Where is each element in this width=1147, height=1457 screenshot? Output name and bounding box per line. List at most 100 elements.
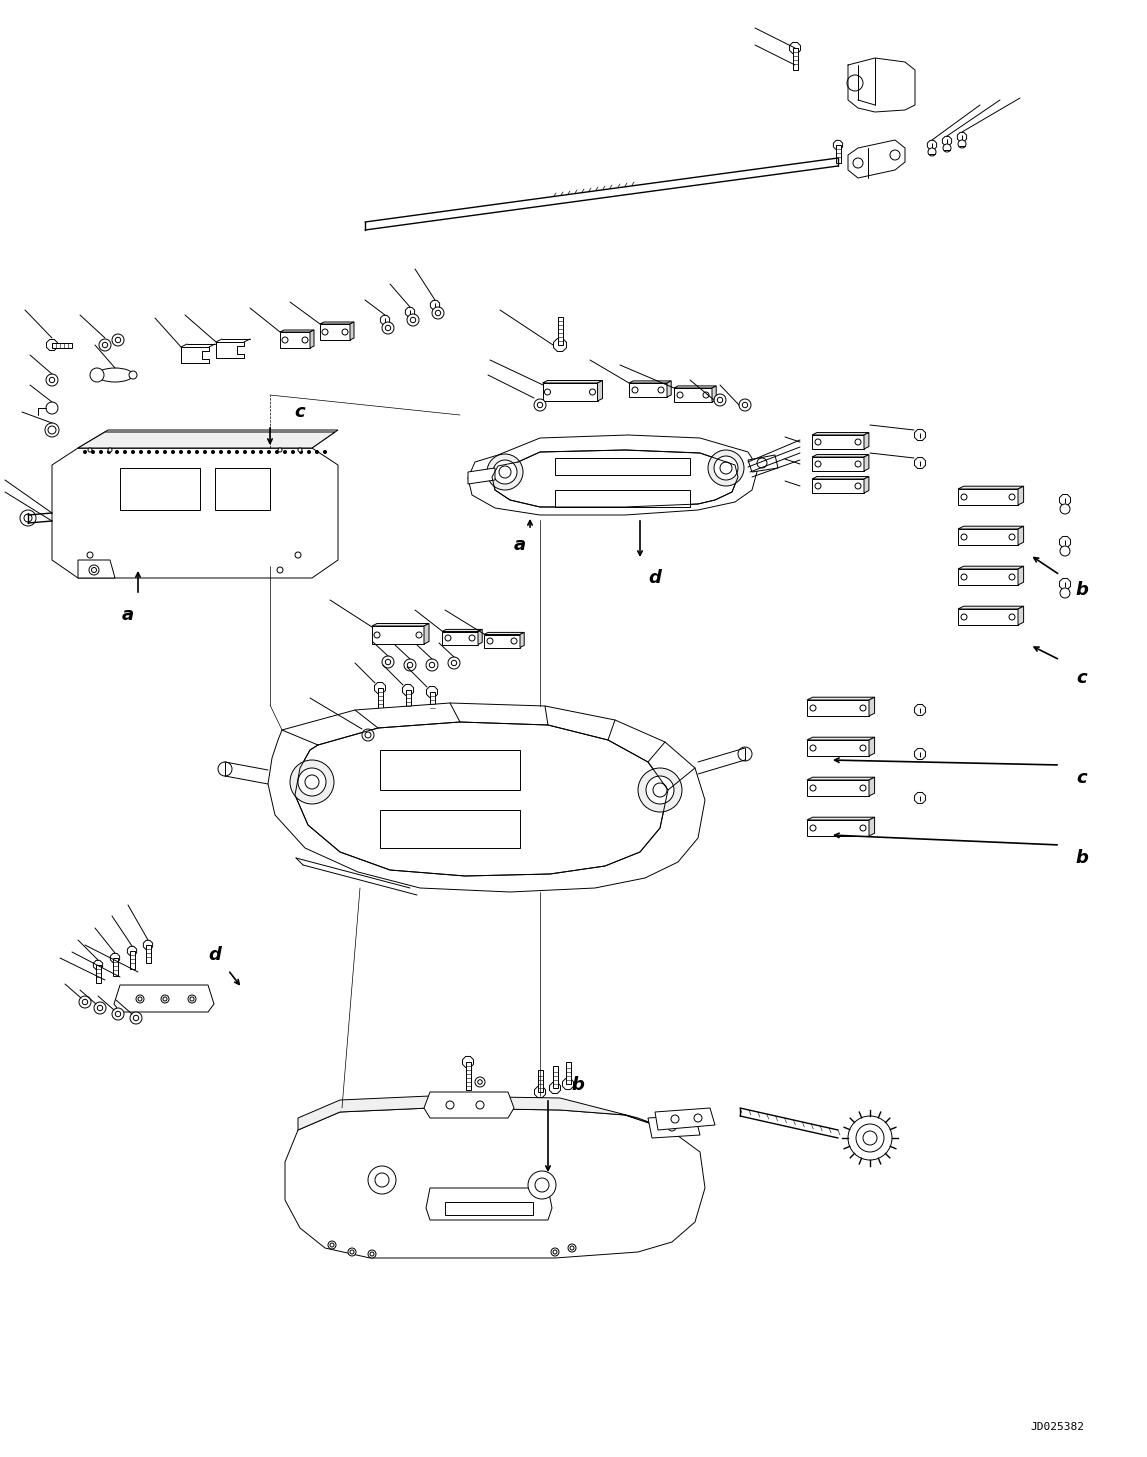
Polygon shape [298, 1096, 670, 1131]
Polygon shape [554, 338, 567, 351]
Polygon shape [958, 490, 1019, 506]
Polygon shape [492, 450, 738, 507]
Circle shape [1009, 494, 1015, 500]
Polygon shape [565, 1062, 570, 1084]
Circle shape [720, 462, 732, 474]
Polygon shape [812, 455, 869, 457]
Polygon shape [350, 322, 354, 339]
Polygon shape [807, 777, 875, 779]
Circle shape [24, 514, 32, 522]
Circle shape [227, 450, 231, 453]
Circle shape [315, 450, 319, 453]
Circle shape [299, 450, 303, 453]
Polygon shape [674, 388, 712, 402]
Circle shape [961, 574, 967, 580]
Polygon shape [543, 380, 602, 383]
Polygon shape [958, 526, 1023, 529]
Polygon shape [78, 430, 338, 447]
Polygon shape [110, 953, 119, 963]
Circle shape [475, 1077, 485, 1087]
Polygon shape [47, 339, 57, 351]
Polygon shape [1019, 526, 1023, 545]
Circle shape [370, 1252, 374, 1256]
Polygon shape [310, 329, 314, 348]
Circle shape [195, 450, 198, 453]
Circle shape [848, 1116, 892, 1160]
Polygon shape [372, 627, 424, 644]
Polygon shape [943, 137, 952, 146]
Polygon shape [793, 48, 797, 70]
Circle shape [943, 144, 951, 152]
Polygon shape [284, 1107, 705, 1257]
Circle shape [163, 997, 167, 1001]
Polygon shape [320, 323, 350, 339]
Circle shape [1009, 535, 1015, 541]
Circle shape [863, 1131, 877, 1145]
Circle shape [476, 1101, 484, 1109]
Circle shape [816, 460, 821, 468]
Circle shape [283, 450, 287, 453]
Polygon shape [462, 1056, 474, 1068]
Circle shape [92, 567, 96, 573]
Circle shape [1060, 589, 1070, 597]
Circle shape [860, 825, 866, 830]
Circle shape [187, 450, 190, 453]
Circle shape [426, 659, 438, 672]
Circle shape [190, 997, 194, 1001]
Polygon shape [543, 383, 598, 401]
Polygon shape [848, 140, 905, 178]
Circle shape [323, 450, 327, 453]
Circle shape [295, 552, 301, 558]
Polygon shape [143, 940, 153, 950]
Circle shape [448, 657, 460, 669]
Polygon shape [146, 946, 150, 963]
Polygon shape [958, 570, 1019, 586]
Circle shape [1060, 504, 1070, 514]
Circle shape [328, 1241, 336, 1249]
Polygon shape [958, 609, 1019, 625]
Polygon shape [629, 383, 668, 396]
Circle shape [94, 1002, 106, 1014]
Circle shape [302, 337, 309, 342]
Polygon shape [268, 702, 705, 892]
Polygon shape [655, 1107, 715, 1131]
Polygon shape [1060, 494, 1070, 506]
Polygon shape [78, 431, 335, 447]
Circle shape [551, 1249, 559, 1256]
Circle shape [487, 638, 493, 644]
Polygon shape [555, 490, 690, 507]
Circle shape [211, 450, 214, 453]
Circle shape [713, 456, 738, 479]
Circle shape [235, 450, 239, 453]
Circle shape [278, 447, 282, 452]
Circle shape [385, 325, 391, 331]
Polygon shape [1019, 487, 1023, 506]
Circle shape [961, 494, 967, 500]
Polygon shape [130, 951, 134, 969]
Polygon shape [553, 1067, 557, 1088]
Circle shape [545, 389, 551, 395]
Circle shape [132, 450, 134, 453]
Circle shape [855, 460, 861, 468]
Circle shape [348, 1249, 356, 1256]
Polygon shape [674, 386, 716, 388]
Circle shape [368, 1166, 396, 1193]
Circle shape [97, 1005, 103, 1011]
Polygon shape [958, 487, 1023, 490]
Polygon shape [555, 457, 690, 475]
Polygon shape [95, 965, 101, 983]
Circle shape [708, 450, 744, 487]
Text: c: c [295, 404, 305, 421]
Polygon shape [834, 140, 843, 150]
Circle shape [342, 329, 348, 335]
Polygon shape [372, 624, 429, 627]
Polygon shape [807, 698, 875, 699]
Polygon shape [426, 1187, 552, 1220]
Polygon shape [120, 468, 200, 510]
Circle shape [860, 785, 866, 791]
Circle shape [856, 1123, 884, 1152]
Polygon shape [424, 624, 429, 644]
Polygon shape [869, 777, 875, 796]
Polygon shape [127, 947, 136, 956]
Circle shape [365, 731, 370, 739]
